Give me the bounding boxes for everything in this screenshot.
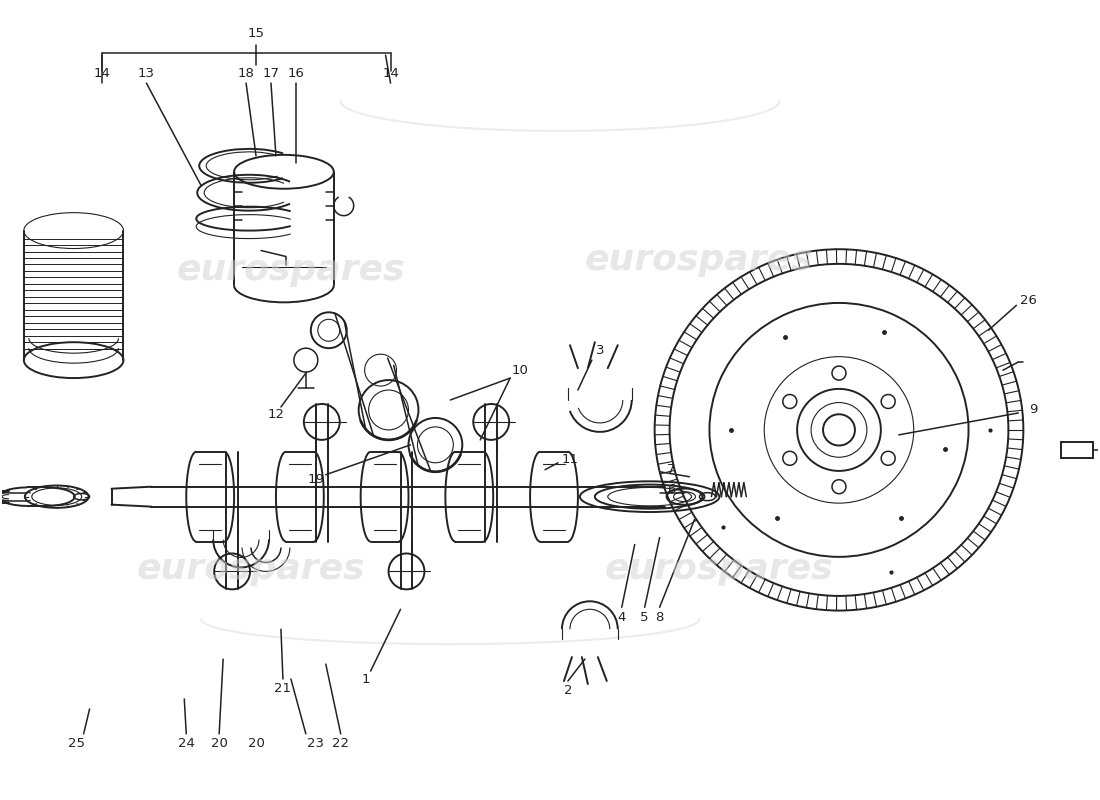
Text: 10: 10 [512,364,528,377]
Text: 18: 18 [238,66,254,80]
Text: 22: 22 [332,738,349,750]
Text: 8: 8 [656,610,663,624]
Text: eurospares: eurospares [585,243,814,278]
Text: 5: 5 [640,610,649,624]
Text: 20: 20 [211,738,228,750]
Text: 26: 26 [1020,294,1037,307]
Text: 25: 25 [68,738,85,750]
Text: 9: 9 [1030,403,1037,417]
Text: eurospares: eurospares [177,254,405,287]
Text: 3: 3 [595,344,604,357]
Text: 17: 17 [263,66,279,80]
Text: 4: 4 [617,610,626,624]
Text: 19: 19 [307,474,324,486]
Text: 15: 15 [248,26,264,40]
Text: 16: 16 [287,66,305,80]
Text: 21: 21 [274,682,292,695]
Text: 6: 6 [668,483,675,496]
Text: 2: 2 [563,685,572,698]
Text: 13: 13 [138,66,155,80]
Text: 14: 14 [382,66,399,80]
Text: 24: 24 [178,738,195,750]
Text: 20: 20 [248,738,264,750]
Text: 1: 1 [362,673,370,686]
Text: 7: 7 [668,463,675,476]
Text: 11: 11 [561,454,579,466]
Text: 12: 12 [267,409,285,422]
Text: eurospares: eurospares [136,553,365,586]
Text: eurospares: eurospares [605,553,834,586]
Text: 14: 14 [94,66,110,80]
Text: 23: 23 [307,738,324,750]
